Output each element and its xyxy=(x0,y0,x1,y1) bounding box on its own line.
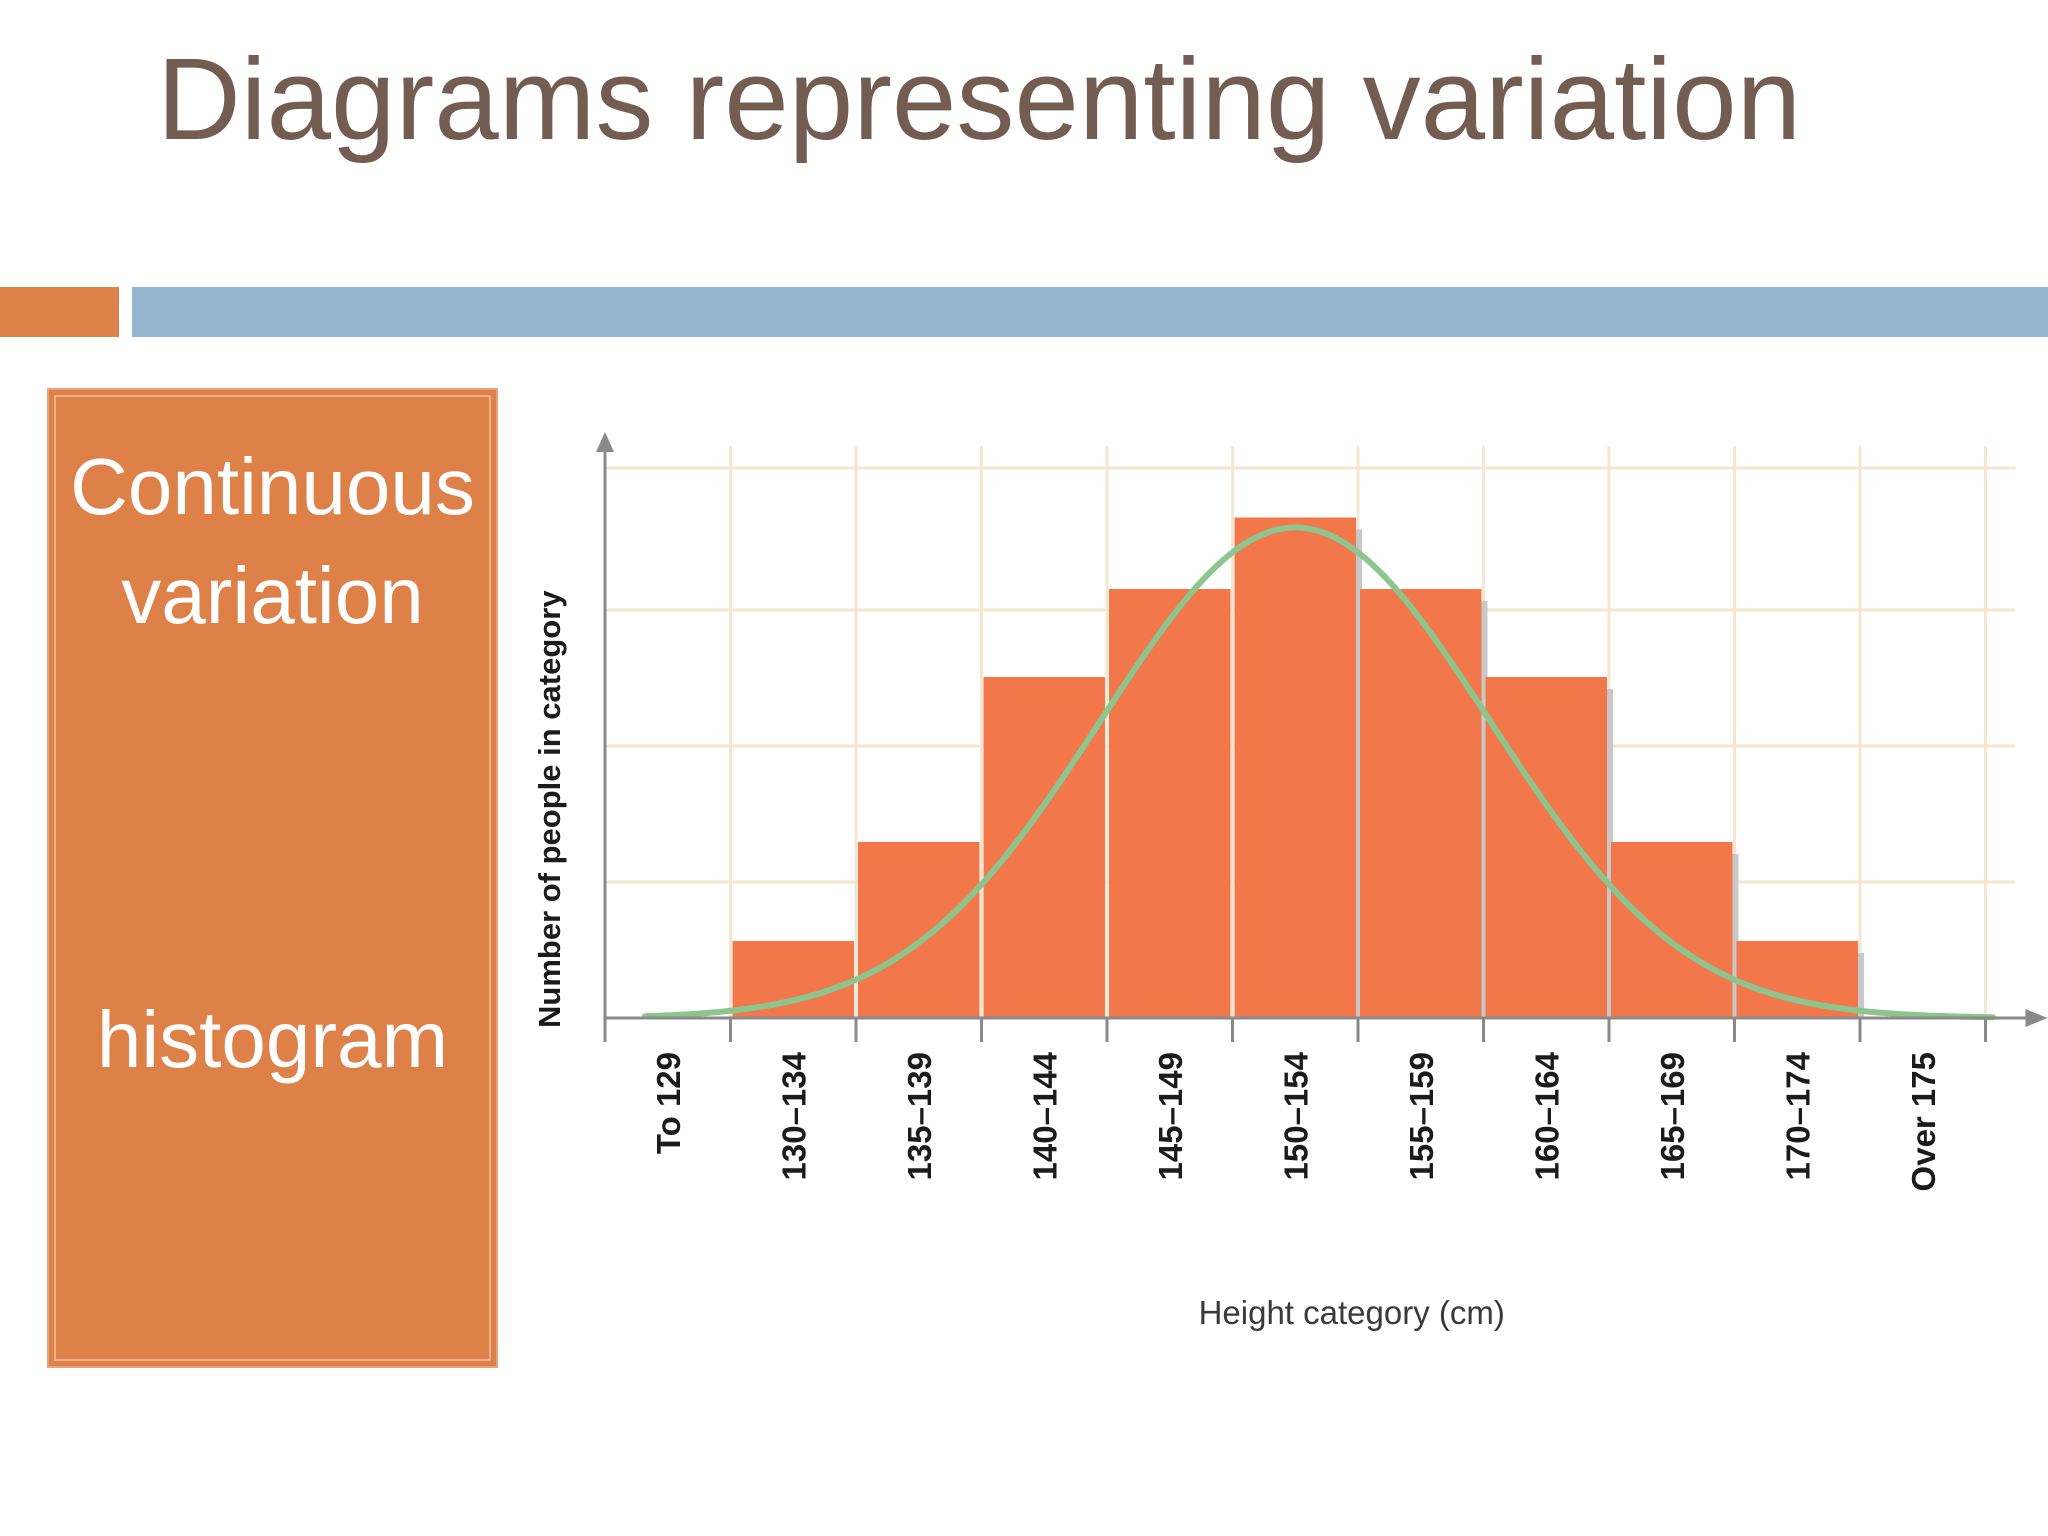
histogram-bar xyxy=(983,677,1105,1018)
x-tick-label: 155–159 xyxy=(1403,1052,1440,1180)
bar-shadow xyxy=(1481,601,1488,1018)
bar-layer xyxy=(732,517,1864,1018)
normal-distribution-curve xyxy=(642,524,1996,1021)
histogram-bar xyxy=(858,842,980,1018)
histogram-bar xyxy=(1485,677,1607,1018)
histogram-bar xyxy=(1611,842,1733,1018)
x-axis-title: Height category (cm) xyxy=(1199,1294,1505,1331)
x-axis-arrow xyxy=(2025,1009,2048,1027)
accent-bar-blue xyxy=(132,287,2048,337)
x-tick-label: To 129 xyxy=(650,1052,687,1154)
x-tick-label: 160–164 xyxy=(1528,1051,1565,1180)
x-tick-label: 150–154 xyxy=(1277,1051,1314,1180)
histogram-bar xyxy=(1109,589,1231,1018)
variation-type-label: Continuous variation xyxy=(70,442,475,640)
y-axis-title: Number of people in category xyxy=(532,590,567,1028)
x-tick-label: 140–144 xyxy=(1026,1051,1063,1180)
histogram-bar xyxy=(1360,589,1482,1018)
axis-layer xyxy=(596,432,2048,1042)
histogram-bar xyxy=(1234,517,1356,1018)
x-tick-label: 170–174 xyxy=(1779,1051,1816,1180)
label-layer: To 129 130–134 135–139 140–144 145–149 150–15… xyxy=(532,590,1942,1331)
x-tick-label: Over 175 xyxy=(1905,1052,1942,1191)
x-tick-label: 165–169 xyxy=(1654,1052,1691,1180)
bar-shadow xyxy=(1607,689,1613,1018)
x-tick-label: 130–134 xyxy=(775,1051,812,1180)
x-tick-label: 145–149 xyxy=(1152,1052,1189,1180)
diagram-type-label: histogram xyxy=(96,995,449,1084)
histogram-chart: To 129 130–134 135–139 140–144 145–149 150–15… xyxy=(520,420,2048,1350)
bar-shadow xyxy=(1732,854,1739,1018)
curve-layer xyxy=(642,524,1996,1021)
slide-title: Diagrams representing variation xyxy=(157,34,1802,164)
x-tick-label: 135–139 xyxy=(901,1052,938,1180)
histogram-svg: To 129 130–134 135–139 140–144 145–149 150–15… xyxy=(532,432,2048,1331)
accent-bar-orange xyxy=(0,287,119,337)
y-axis-arrow xyxy=(596,432,614,452)
bar-shadow xyxy=(1356,529,1362,1018)
side-text-box: Continuous variation histogram xyxy=(47,388,498,1368)
bar-shadow xyxy=(1858,953,1864,1018)
